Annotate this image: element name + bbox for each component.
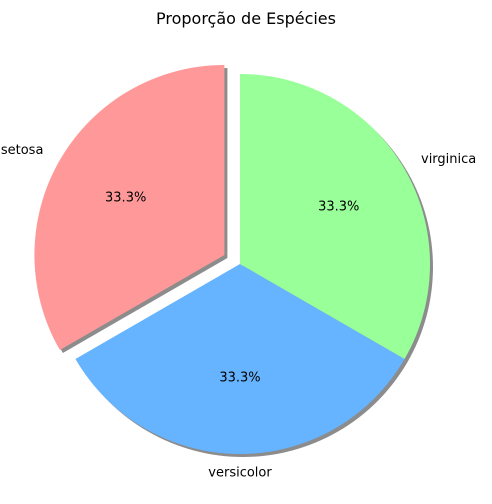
percent-label-setosa: 33.3% bbox=[105, 191, 146, 206]
pie-slice-setosa bbox=[34, 65, 225, 350]
slice-label-virginica: virginica bbox=[421, 152, 476, 167]
slice-label-versicolor: versicolor bbox=[208, 466, 272, 481]
percent-label-virginica: 33.3% bbox=[318, 200, 359, 215]
pie-slice-virginica bbox=[240, 74, 430, 359]
pie-slice-versicolor bbox=[75, 264, 405, 454]
percent-label-versicolor: 33.3% bbox=[219, 371, 260, 386]
chart-title: Proporção de Espécies bbox=[156, 9, 336, 28]
slice-label-setosa: setosa bbox=[1, 143, 44, 158]
slice-layer bbox=[34, 65, 430, 454]
label-layer: setosa 33.3% versicolor 33.3% virginica 33.3% bbox=[1, 143, 476, 481]
